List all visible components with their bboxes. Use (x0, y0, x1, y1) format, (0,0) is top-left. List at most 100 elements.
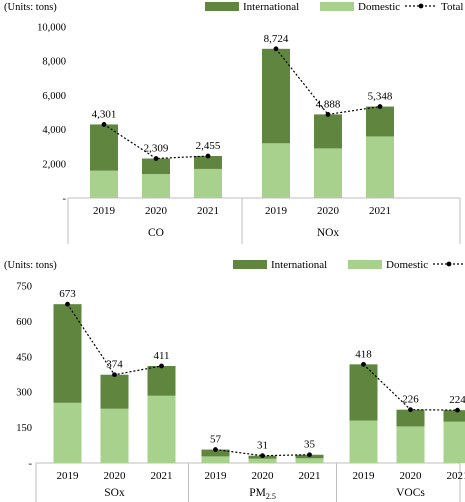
x-tick-label: 2020 (317, 205, 340, 217)
y-tick-label: 600 (16, 317, 32, 328)
total-marker (307, 452, 312, 458)
total-marker (325, 112, 331, 117)
total-data-label: 4,888 (316, 98, 341, 110)
total-data-label: 2,455 (196, 140, 221, 152)
bar-international (53, 304, 82, 403)
y-tick-label: 2,000 (42, 159, 66, 170)
y-tick-label: - (29, 459, 33, 470)
group-label: SOx (104, 487, 125, 499)
group-label: VOCs (396, 487, 425, 499)
total-marker (260, 453, 265, 459)
bar-domestic (53, 402, 82, 463)
total-data-label: 5,348 (368, 91, 393, 103)
total-marker (159, 363, 164, 369)
y-tick-label: 300 (16, 388, 32, 399)
total-marker (455, 407, 460, 413)
total-data-label: 2,309 (144, 143, 169, 155)
x-tick-label: 2019 (265, 205, 288, 217)
total-marker (112, 372, 117, 378)
total-data-label: 411 (153, 350, 169, 362)
x-tick-label: 2021 (197, 205, 219, 217)
group-label: NOx (317, 227, 340, 239)
x-tick-label: 2021 (151, 470, 173, 482)
bar-domestic (366, 136, 394, 198)
x-tick-label: 2019 (205, 470, 228, 482)
total-marker (153, 156, 159, 161)
total-data-label: 35 (304, 439, 316, 451)
total-data-label: 57 (210, 434, 222, 446)
total-data-label: 226 (402, 394, 419, 406)
bar-international (194, 156, 222, 169)
total-data-label: 374 (106, 359, 123, 371)
bar-domestic (142, 174, 170, 198)
bar-domestic (201, 456, 230, 463)
total-marker (273, 46, 279, 52)
y-tick-label: 150 (16, 423, 32, 434)
bar-domestic (90, 170, 118, 198)
legend-international-label: International (271, 259, 327, 271)
legend: International Domestic Total (205, 1, 463, 13)
total-marker (377, 104, 383, 109)
bar-international (100, 374, 129, 409)
x-tick-label: 2020 (400, 470, 423, 482)
y-tick-label: 8,000 (42, 57, 66, 68)
group-vocs: 2019 2020 2021 418 226 224 VOCs (349, 348, 465, 499)
bar-domestic (194, 168, 222, 198)
total-marker (205, 153, 211, 159)
y-tick-label: - (63, 194, 67, 205)
total-marker (213, 447, 218, 452)
group-label: PM2.5 (249, 487, 276, 501)
legend-international-swatch (205, 2, 239, 11)
x-tick-label: 2019 (353, 470, 376, 482)
x-tick-label: 2021 (447, 470, 465, 482)
bar-domestic (262, 143, 290, 198)
bar-international (90, 124, 118, 171)
chart-2: (Units: tons)InternationalDomesticTotal7… (4, 259, 465, 502)
x-tick-label: 2021 (369, 205, 391, 217)
total-data-label: 673 (59, 288, 76, 300)
y-tick-label: 750 (16, 282, 32, 293)
total-data-label: 8,724 (264, 33, 289, 45)
bar-international (314, 114, 342, 149)
bar-international (349, 364, 378, 421)
bar-international (142, 158, 170, 175)
legend-domestic-label: Domestic (358, 1, 400, 13)
total-marker (65, 301, 70, 307)
bar-international (201, 449, 230, 457)
group-label: CO (148, 227, 164, 239)
bar-domestic (396, 426, 425, 463)
bar-domestic (314, 148, 342, 198)
total-data-label: 4,301 (92, 108, 117, 120)
y-tick-label: 6,000 (42, 91, 66, 102)
x-tick-label: 2020 (104, 470, 127, 482)
legend-total-label: Total (441, 1, 463, 13)
legend-total-marker (418, 3, 424, 9)
x-tick-label: 2019 (93, 205, 116, 217)
total-line (103, 123, 209, 160)
total-marker (408, 407, 413, 413)
legend-international-swatch (233, 260, 267, 269)
bar-international (396, 409, 425, 427)
bar-domestic (349, 420, 378, 463)
group-co: 2019 2020 2021 4,301 2,309 2,455 CO (90, 108, 222, 239)
bar-international (262, 48, 290, 144)
chart-1: (Units: tons) International Domestic Total 1… (4, 1, 463, 244)
legend-international-label: International (243, 1, 299, 13)
y-tick-label: 10,000 (37, 23, 66, 34)
bar-domestic (100, 408, 129, 463)
x-tick-label: 2021 (299, 470, 321, 482)
y-tick-label: 450 (16, 352, 32, 363)
total-data-label: 418 (355, 348, 372, 360)
group-nox: 2019 2020 2021 8,724 4,888 5,348 NOx (262, 33, 394, 239)
bar-domestic (147, 395, 176, 463)
bar-international (366, 106, 394, 137)
x-tick-label: 2020 (252, 470, 275, 482)
group-sox: 2019 2020 2021 673 374 411 SOx (53, 288, 176, 499)
total-marker (361, 361, 366, 367)
y-tick-label: 4,000 (42, 125, 66, 136)
bar-international (147, 366, 176, 396)
legend-total-marker (446, 261, 452, 267)
legend-domestic-swatch (348, 260, 382, 269)
